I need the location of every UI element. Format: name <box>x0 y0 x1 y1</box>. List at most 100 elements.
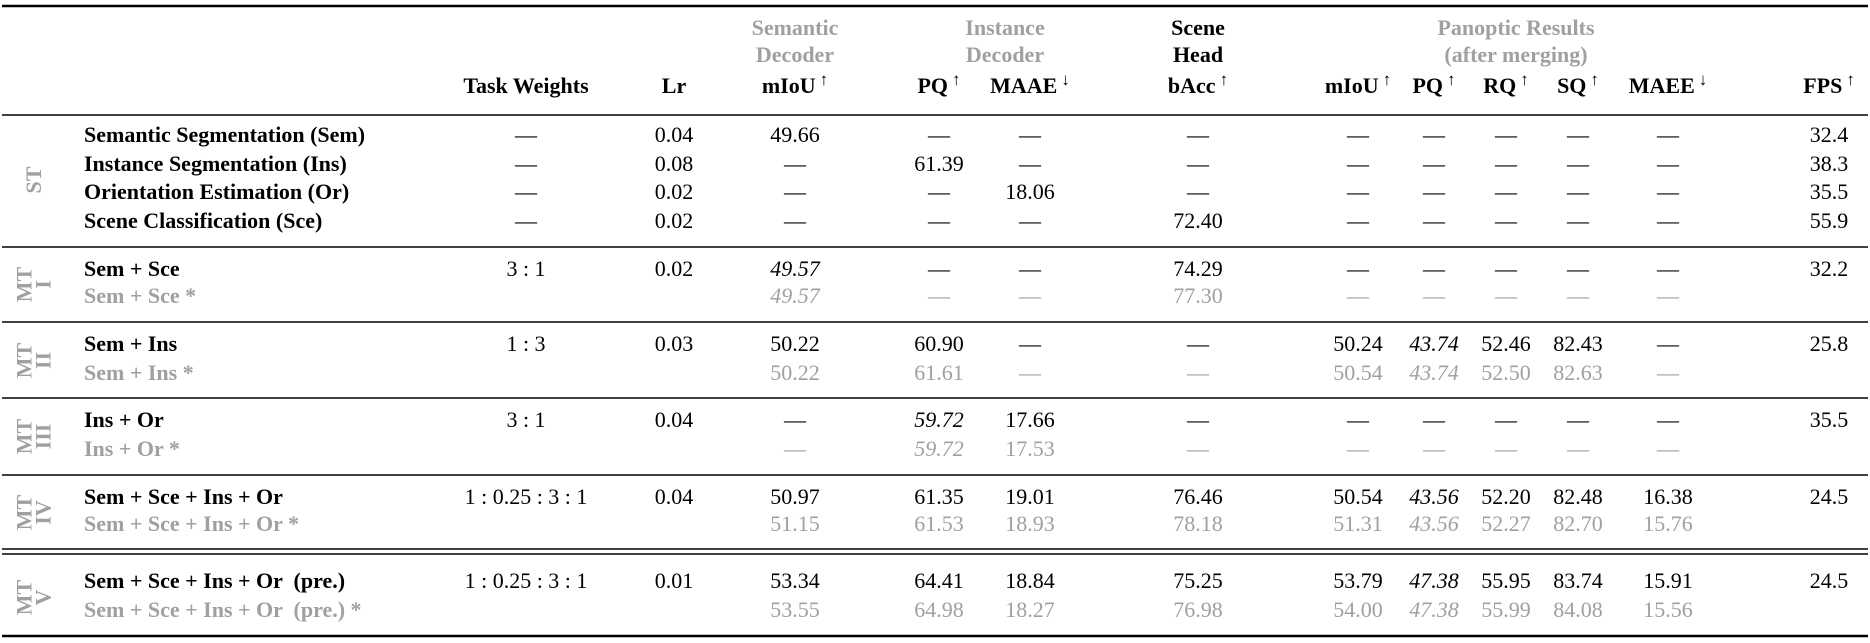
row-label: Sem + Ins * <box>84 360 194 385</box>
cell: 50.24 <box>1333 331 1383 356</box>
cell: 55.95 <box>1481 568 1531 593</box>
cell: — <box>1566 256 1590 281</box>
column-header: MAEE ↓ <box>1629 70 1708 98</box>
row-label: Sem + Sce + Ins + Or (pre.) <box>84 568 345 593</box>
column-header: mIoU ↑ <box>1325 70 1391 98</box>
cell: — <box>1018 331 1042 356</box>
cell: 47.38 <box>1409 597 1459 622</box>
cell: 50.22 <box>770 331 820 356</box>
column-header-text: PQ <box>1412 73 1443 98</box>
cell: 43.74 <box>1409 331 1459 356</box>
row-label: Scene Classification (Sce) <box>84 208 322 233</box>
cell: 55.9 <box>1810 208 1849 233</box>
cell: 0.03 <box>655 331 694 356</box>
column-header-arrow: ↑ <box>1520 70 1529 89</box>
group-label: I <box>31 280 56 289</box>
cell: — <box>1656 122 1680 147</box>
cell: — <box>1186 360 1210 385</box>
cell: — <box>1346 407 1370 432</box>
cell: 43.74 <box>1409 360 1459 385</box>
column-header-arrow: ↓ <box>1061 70 1070 89</box>
cell: — <box>1494 283 1518 308</box>
cell: — <box>1346 283 1370 308</box>
cell: — <box>1018 283 1042 308</box>
cell: — <box>1422 151 1446 176</box>
row-label: Sem + Sce + Ins + Or <box>84 484 283 509</box>
column-header-arrow: ↑ <box>1220 70 1229 89</box>
group-label: MT <box>12 342 37 378</box>
column-header: SQ ↑ <box>1557 70 1599 98</box>
cell: — <box>927 283 951 308</box>
cell: — <box>1422 407 1446 432</box>
cell: 3 : 1 <box>506 407 545 432</box>
cell: — <box>514 122 538 147</box>
cell: — <box>783 208 807 233</box>
cell: — <box>1656 436 1680 461</box>
cell: 54.00 <box>1333 597 1383 622</box>
row-label: Sem + Sce <box>84 256 180 281</box>
column-header-text: MAAE <box>990 73 1057 98</box>
cell: 59.72 <box>914 436 964 461</box>
column-header: FPS ↑ <box>1803 70 1855 98</box>
cell: — <box>1422 122 1446 147</box>
cell: 38.3 <box>1810 151 1849 176</box>
group-header: Semantic <box>752 15 839 40</box>
cell: 15.76 <box>1643 511 1693 536</box>
cell: — <box>1656 256 1680 281</box>
cell: 64.98 <box>914 597 964 622</box>
cell: 84.08 <box>1553 597 1603 622</box>
cell: — <box>1346 208 1370 233</box>
cell: 35.5 <box>1810 179 1849 204</box>
group-label: ST <box>21 166 46 193</box>
cell: 72.40 <box>1173 208 1223 233</box>
cell: 43.56 <box>1409 484 1459 509</box>
cell: — <box>1656 179 1680 204</box>
column-header: Lr <box>662 73 687 98</box>
cell: 82.48 <box>1553 484 1603 509</box>
cell: 24.5 <box>1810 484 1849 509</box>
cell: 76.46 <box>1173 484 1223 509</box>
cell: 64.41 <box>914 568 964 593</box>
column-header: MAAE ↓ <box>990 70 1070 98</box>
cell: 19.01 <box>1005 484 1055 509</box>
cell: — <box>1566 407 1590 432</box>
cell: 52.46 <box>1481 331 1531 356</box>
cell: — <box>514 208 538 233</box>
cell: — <box>1494 151 1518 176</box>
group-label: II <box>31 352 56 369</box>
group-label: MT <box>12 579 37 615</box>
group-label: III <box>31 424 56 450</box>
cell: — <box>1346 122 1370 147</box>
cell: — <box>1494 179 1518 204</box>
cell: — <box>1566 179 1590 204</box>
cell: — <box>1656 331 1680 356</box>
cell: 61.61 <box>914 360 964 385</box>
cell: 76.98 <box>1173 597 1223 622</box>
row-label: Semantic Segmentation (Sem) <box>84 122 365 147</box>
group-header: Panoptic Results <box>1437 15 1595 40</box>
cell: 0.02 <box>655 208 694 233</box>
cell: 16.38 <box>1643 484 1693 509</box>
cell: 0.04 <box>655 122 694 147</box>
cell: — <box>927 179 951 204</box>
cell: — <box>1186 179 1210 204</box>
cell: 0.02 <box>655 179 694 204</box>
column-header-text: Task Weights <box>463 73 589 98</box>
cell: 82.63 <box>1553 360 1603 385</box>
cell: 82.70 <box>1553 511 1603 536</box>
cell: — <box>1422 256 1446 281</box>
cell: — <box>927 208 951 233</box>
cell: 17.66 <box>1005 407 1055 432</box>
cell: — <box>1566 208 1590 233</box>
cell: 51.31 <box>1333 511 1383 536</box>
column-header-text: Lr <box>662 73 687 98</box>
cell: — <box>1656 151 1680 176</box>
cell: — <box>1656 407 1680 432</box>
cell: 55.99 <box>1481 597 1531 622</box>
row-label: Ins + Or <box>84 407 164 432</box>
group-header: Head <box>1173 42 1223 67</box>
group-label: MT <box>12 418 37 454</box>
cell: — <box>1422 283 1446 308</box>
cell: — <box>927 122 951 147</box>
